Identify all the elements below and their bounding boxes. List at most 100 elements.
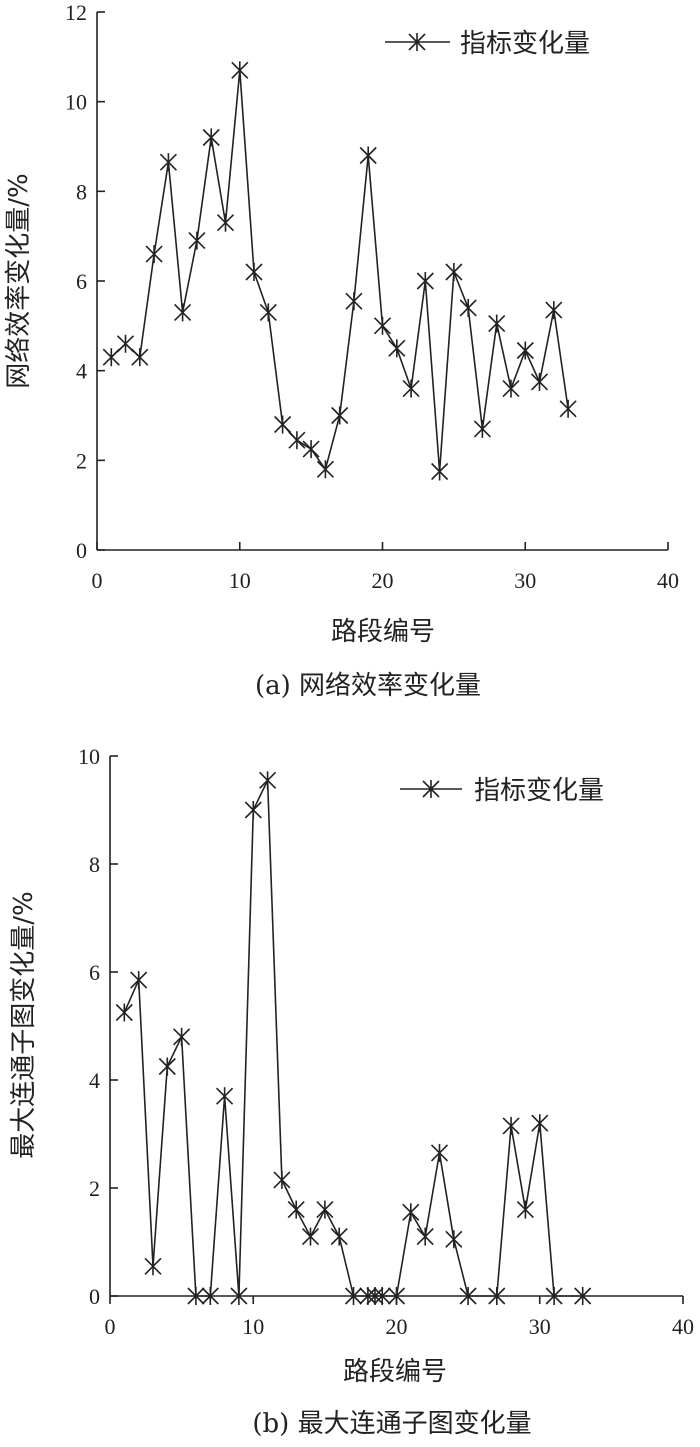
- data-point: [545, 301, 563, 320]
- data-point: [373, 316, 392, 335]
- x-tick-label: 0: [105, 1314, 116, 1339]
- data-point: [488, 1287, 506, 1305]
- x-tick-label: 10: [229, 568, 251, 593]
- chart-b-series-line: [123, 779, 583, 1297]
- data-point: [366, 1287, 384, 1305]
- data-point: [231, 61, 249, 80]
- data-point: [416, 1227, 434, 1246]
- data-point: [188, 231, 206, 250]
- data-point: [516, 1200, 534, 1219]
- x-tick-label: 30: [514, 568, 536, 593]
- data-point: [402, 379, 420, 398]
- data-point: [502, 1116, 520, 1135]
- data-point: [174, 303, 192, 322]
- data-point: [102, 348, 120, 367]
- data-point: [273, 1170, 291, 1189]
- data-point: [159, 153, 177, 172]
- data-point: [559, 399, 577, 418]
- data-point: [316, 1200, 334, 1219]
- data-point: [201, 1287, 219, 1305]
- chart-a-xlabel: 路段编号: [331, 617, 435, 647]
- chart-a-legend-label: 指标变化量: [460, 29, 590, 59]
- y-tick-label: 4: [89, 1068, 100, 1093]
- data-point: [459, 298, 477, 317]
- data-point: [274, 415, 292, 434]
- data-point: [359, 146, 377, 165]
- data-point: [431, 462, 449, 481]
- chart-a-legend-marker: [408, 33, 426, 51]
- data-point: [445, 263, 463, 281]
- y-tick-label: 10: [65, 90, 87, 115]
- data-point: [531, 1114, 549, 1133]
- data-point: [116, 334, 135, 353]
- chart-b-legend-label: 指标变化量: [474, 776, 604, 806]
- chart-b-legend: 指标变化量: [400, 776, 604, 806]
- data-point: [445, 1230, 463, 1249]
- data-point: [173, 1027, 191, 1046]
- chart-b-markers: [115, 771, 592, 1305]
- data-point: [230, 1287, 248, 1305]
- data-point: [516, 341, 534, 360]
- chart-b-xlabel: 路段编号: [343, 1357, 447, 1387]
- y-tick-label: 0: [89, 1284, 100, 1309]
- data-point: [502, 379, 520, 398]
- data-point: [388, 339, 406, 358]
- y-tick-label: 2: [89, 1176, 100, 1201]
- data-point: [288, 431, 306, 450]
- data-point: [216, 1087, 234, 1106]
- chart-a-caption: (a) 网络效率变化量: [255, 671, 481, 701]
- data-point: [344, 1287, 363, 1305]
- chart-a-axes: [96, 12, 668, 551]
- data-point: [130, 971, 148, 990]
- y-tick-label: 10: [78, 744, 100, 769]
- chart-a-legend: 指标变化量: [385, 29, 590, 59]
- data-point: [545, 1287, 563, 1305]
- chart-a-ticks: 0 10 20 30 40 0 2 4 6 8 10 12: [65, 0, 679, 593]
- x-tick-label: 40: [672, 1314, 694, 1339]
- data-point: [345, 292, 363, 311]
- data-point: [459, 1287, 477, 1305]
- chart-b-caption: (b) 最大连通子图变化量: [252, 1409, 531, 1439]
- data-point: [245, 263, 263, 281]
- chart-b-legend-marker: [422, 780, 440, 798]
- data-point: [259, 771, 277, 790]
- data-point: [202, 128, 220, 147]
- data-point: [259, 303, 277, 322]
- data-point: [373, 1287, 391, 1305]
- data-point: [416, 272, 434, 290]
- data-point: [574, 1287, 592, 1305]
- y-tick-label: 0: [76, 538, 87, 563]
- data-point: [115, 1003, 133, 1022]
- data-point: [301, 1227, 320, 1246]
- y-tick-label: 6: [76, 269, 87, 294]
- y-tick-label: 6: [89, 960, 100, 985]
- x-tick-label: 30: [529, 1314, 551, 1339]
- data-point: [430, 1143, 449, 1162]
- data-point: [287, 1200, 305, 1219]
- x-tick-label: 20: [372, 568, 394, 593]
- chart-b-axes: [109, 756, 683, 1297]
- data-point: [316, 460, 334, 479]
- data-point: [330, 1227, 348, 1246]
- x-tick-label: 20: [386, 1314, 408, 1339]
- y-tick-label: 4: [76, 359, 87, 384]
- data-point: [530, 372, 549, 391]
- data-point: [216, 213, 235, 232]
- data-point: [158, 1057, 176, 1076]
- data-point: [387, 1287, 406, 1305]
- data-point: [331, 406, 349, 425]
- data-point: [488, 314, 506, 333]
- x-tick-label: 40: [657, 568, 679, 593]
- data-point: [187, 1287, 205, 1305]
- chart-b-ticks: 0 10 20 30 40 0 2 4 6 8 10: [78, 744, 694, 1339]
- data-point: [144, 1257, 162, 1276]
- chart-a-ylabel: 网络效率变化量/%: [4, 173, 34, 388]
- x-tick-label: 10: [242, 1314, 264, 1339]
- x-tick-label: 0: [92, 568, 103, 593]
- chart-a-markers: [102, 61, 577, 481]
- y-tick-label: 12: [65, 0, 87, 25]
- y-tick-label: 2: [76, 448, 87, 473]
